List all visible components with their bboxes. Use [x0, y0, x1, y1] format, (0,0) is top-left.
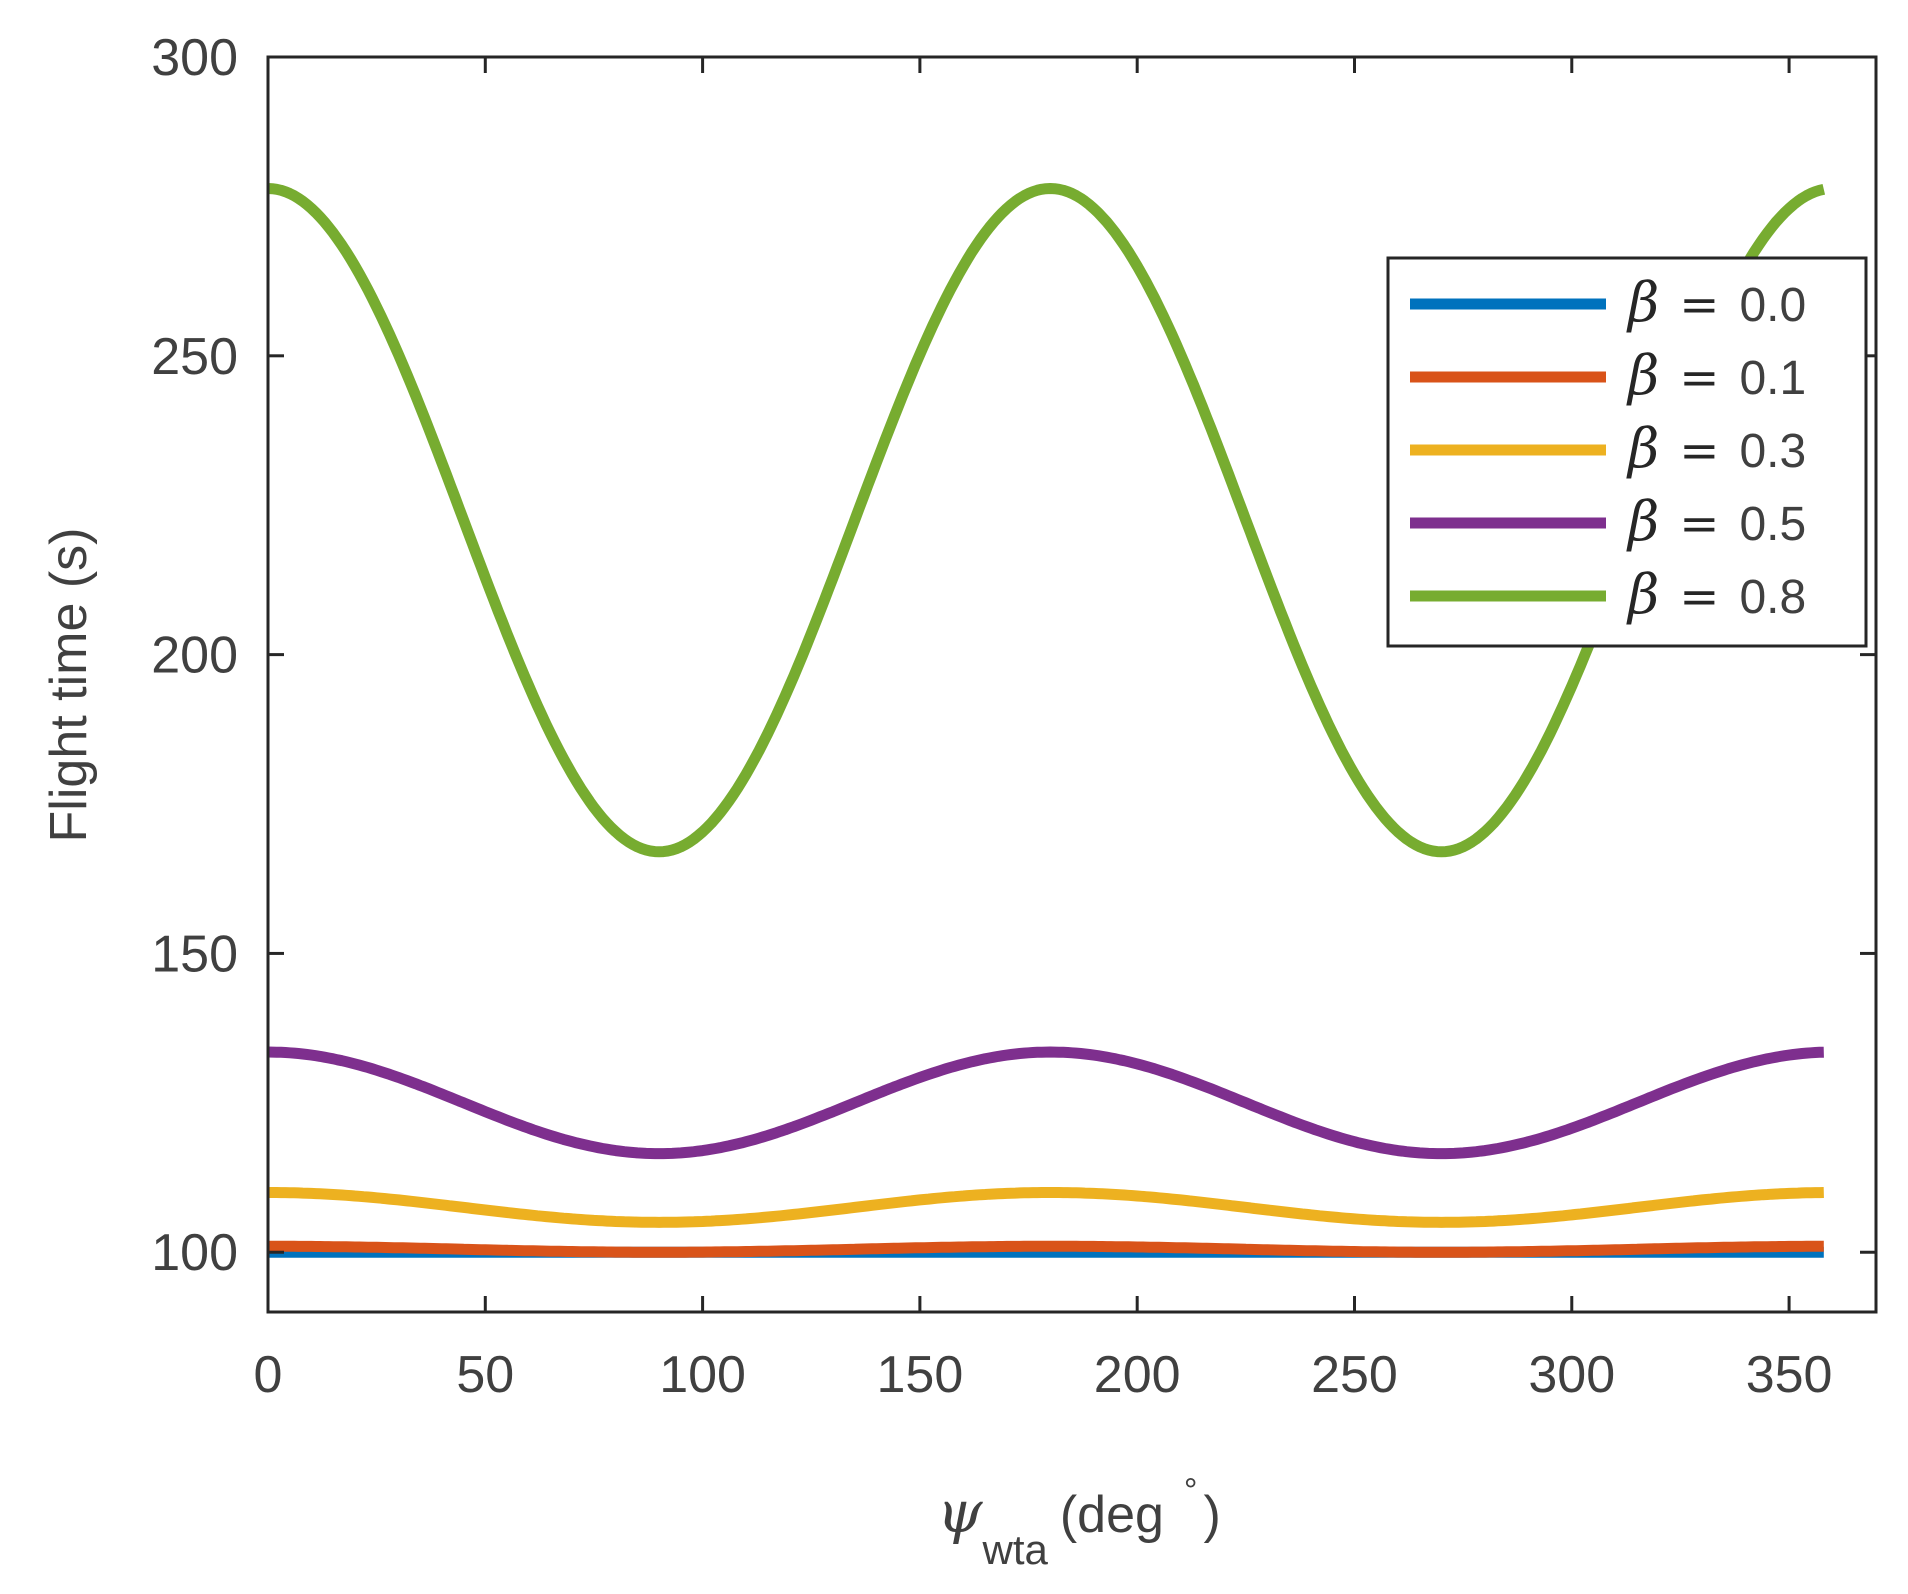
x-axis-label: ψwta (deg °) [937, 1472, 1221, 1573]
series-line-1 [266, 1240, 1825, 1258]
legend-equals-4: = [1679, 569, 1719, 625]
legend-value-0: 0.0 [1739, 279, 1806, 332]
x-axis-label-unit: (deg [1060, 1486, 1164, 1544]
x-axis-label-close: ) [1204, 1486, 1221, 1544]
legend-value-2: 0.3 [1739, 425, 1806, 478]
x-axis-label-subscript: wta [981, 1526, 1048, 1573]
legend-label-4: β = 0.8 [1626, 563, 1806, 626]
legend-equals-3: = [1679, 496, 1719, 552]
legend-label-2: β = 0.3 [1626, 417, 1806, 480]
series-line-3 [266, 1046, 1825, 1160]
y-tick-label-2: 200 [151, 627, 238, 685]
legend-symbol-1: β [1626, 344, 1659, 407]
legend-label-3: β = 0.5 [1626, 490, 1806, 553]
x-tick-label-3: 150 [877, 1346, 964, 1404]
y-tick-label-4: 300 [151, 29, 238, 87]
series-line-2 [266, 1187, 1825, 1228]
x-tick-label-6: 300 [1528, 1346, 1615, 1404]
legend-label-1: β = 0.1 [1626, 344, 1806, 407]
plot-frame [266, 55, 1878, 1314]
legend-equals-2: = [1679, 423, 1719, 479]
y-tick-label-3: 250 [151, 328, 238, 386]
legend-symbol-4: β [1626, 563, 1659, 626]
series-line-4 [266, 183, 1826, 858]
y-tick-label-1: 150 [151, 925, 238, 983]
legend-value-3: 0.5 [1739, 498, 1806, 551]
labels-layer: Flight time (s) ψwta (deg °) [40, 528, 1221, 1573]
x-axis-label-symbol: ψ [937, 1478, 983, 1546]
legend-value-4: 0.8 [1739, 571, 1806, 624]
x-tick-label-4: 200 [1094, 1346, 1181, 1404]
legend-symbol-3: β [1626, 490, 1659, 553]
legend-symbol-0: β [1626, 271, 1659, 334]
legend: β = 0.0 β = 0.1 β = 0.3 β = 0.5 β = 0.8 [1386, 256, 1868, 648]
legend-equals-1: = [1679, 350, 1719, 406]
x-tick-label-7: 350 [1746, 1346, 1833, 1404]
x-tick-label-2: 100 [659, 1346, 746, 1404]
y-axis-label: Flight time (s) [40, 528, 98, 843]
legend-symbol-2: β [1626, 417, 1659, 480]
ticks-layer: 0 50 100 150 200 250 300 350 100 150 200 250 300 [151, 29, 1876, 1404]
legend-value-1: 0.1 [1739, 352, 1806, 405]
legend-label-0: β = 0.0 [1626, 271, 1806, 334]
y-tick-label-0: 100 [151, 1224, 238, 1282]
x-tick-label-0: 0 [254, 1346, 283, 1404]
x-axis-label-degree: ° [1184, 1472, 1198, 1510]
x-tick-label-5: 250 [1311, 1346, 1398, 1404]
series-layer [266, 183, 1826, 1258]
x-tick-label-1: 50 [456, 1346, 514, 1404]
legend-equals-0: = [1679, 277, 1719, 333]
